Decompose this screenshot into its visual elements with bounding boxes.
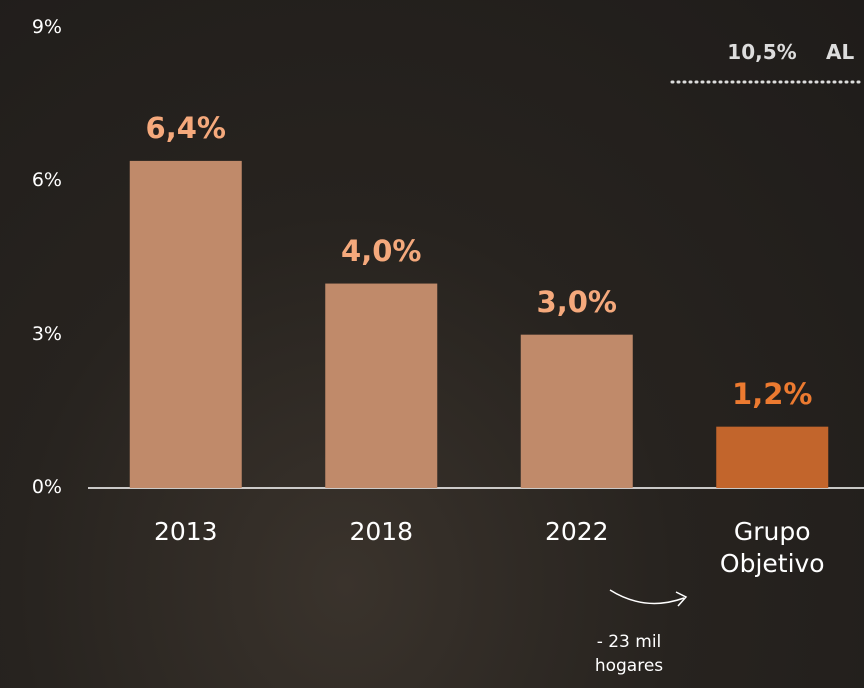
annotation: - 23 mil hogares: [584, 630, 674, 678]
x-tick-label: Grupo Objetivo: [707, 516, 837, 580]
x-tick-label: 2018: [316, 516, 446, 548]
y-tick-label: 6%: [12, 169, 62, 191]
value-label: 6,4%: [106, 111, 266, 145]
chart: 10,5% AL - 23 mil hogares 0% 3% 6% 9% 2013 6,…: [0, 0, 864, 688]
reference-label: AL: [826, 40, 864, 64]
chart-canvas: [0, 0, 864, 688]
bar: [325, 284, 437, 488]
x-tick-label: 2022: [512, 516, 642, 548]
value-label: 1,2%: [692, 377, 852, 411]
x-tick-label: 2013: [121, 516, 251, 548]
bar: [521, 335, 633, 488]
y-tick-label: 0%: [12, 476, 62, 498]
value-label: 3,0%: [497, 285, 657, 319]
bar: [130, 161, 242, 488]
bar: [716, 427, 828, 488]
y-tick-label: 9%: [12, 16, 62, 38]
y-tick-label: 3%: [12, 323, 62, 345]
reference-value: 10,5%: [712, 40, 812, 64]
value-label: 4,0%: [301, 234, 461, 268]
arrow: [610, 590, 684, 603]
